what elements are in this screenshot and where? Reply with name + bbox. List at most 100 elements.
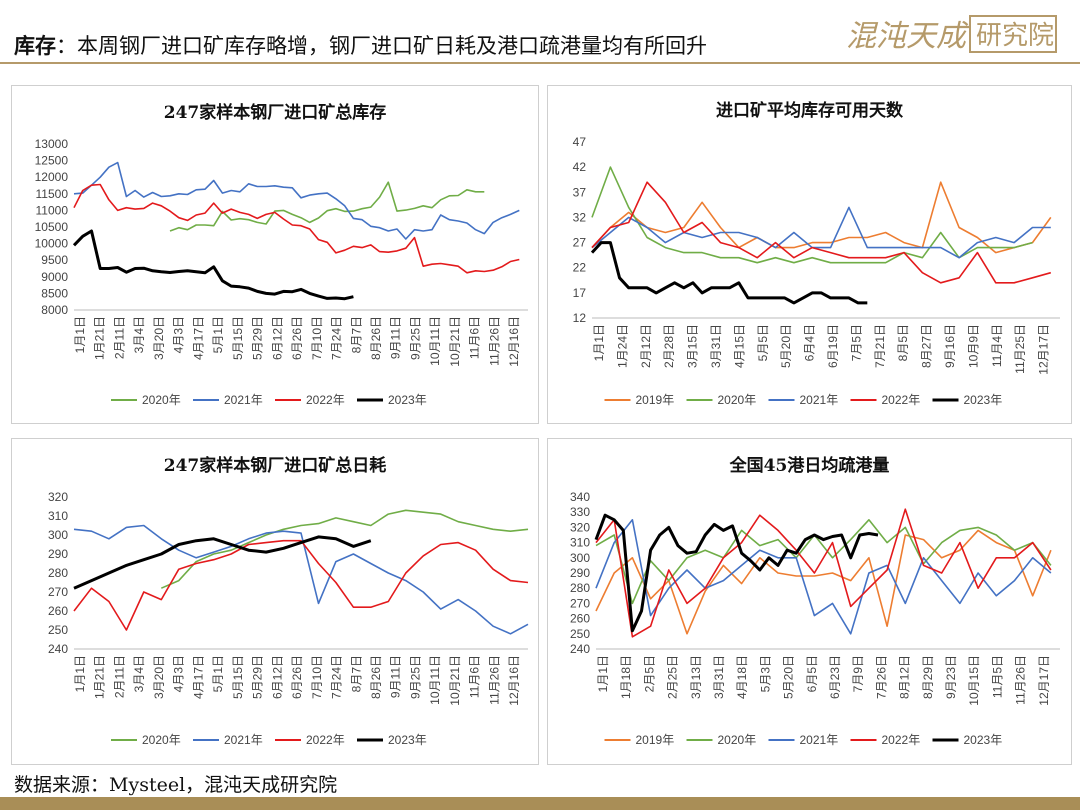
series-line-2023 — [72, 229, 354, 301]
x-tick-label: 5月1日 — [211, 316, 225, 353]
y-tick-label: 310 — [48, 509, 68, 523]
y-tick-label: 240 — [48, 642, 68, 656]
y-tick-label: 12 — [573, 311, 587, 325]
x-tick-label: 10月11日 — [428, 316, 442, 366]
legend-label: 2021年 — [800, 393, 839, 407]
y-tick-label: 11500 — [36, 187, 69, 201]
x-tick-label: 11月25日 — [1013, 324, 1027, 374]
y-tick-label: 310 — [570, 536, 590, 550]
legend-label: 2021年 — [224, 733, 263, 747]
y-tick-label: 270 — [570, 596, 590, 610]
y-tick-label: 290 — [48, 547, 68, 561]
x-tick-label: 5月29日 — [251, 655, 265, 699]
legend-label: 2023年 — [964, 733, 1003, 747]
x-tick-label: 3月4日 — [132, 316, 146, 353]
x-tick-label: 6月12日 — [270, 655, 284, 699]
series-line-2021 — [595, 519, 1052, 635]
y-tick-label: 9000 — [41, 270, 68, 284]
series-line-2023 — [590, 241, 868, 305]
x-tick-label: 5月20日 — [782, 655, 796, 699]
x-tick-label: 7月24日 — [330, 655, 344, 699]
legend-label: 2020年 — [142, 733, 181, 747]
y-tick-label: 27 — [573, 236, 587, 250]
y-tick-label: 320 — [570, 520, 590, 534]
x-tick-label: 4月3日 — [172, 316, 186, 353]
svg-text:混沌天成: 混沌天成 — [846, 19, 970, 54]
x-tick-label: 6月26日 — [290, 316, 304, 360]
x-tick-label: 6月12日 — [270, 316, 284, 360]
series-line-2019 — [591, 181, 1052, 254]
x-tick-label: 4月18日 — [735, 655, 749, 699]
x-tick-label: 3月4日 — [132, 655, 146, 692]
y-tick-label: 300 — [48, 528, 68, 542]
x-tick-label: 8月29日 — [921, 655, 935, 699]
legend-label: 2019年 — [636, 733, 675, 747]
legend-label: 2019年 — [636, 393, 675, 407]
x-tick-label: 10月21日 — [448, 316, 462, 367]
chart-title: 全国45港日均疏港量 — [729, 455, 890, 476]
x-tick-label: 10月9日 — [966, 324, 980, 368]
x-tick-label: 9月23日 — [944, 655, 958, 699]
y-tick-label: 280 — [48, 566, 68, 580]
y-tick-label: 8500 — [41, 286, 68, 300]
chart-title: 247家样本钢厂进口矿总库存 — [164, 102, 387, 123]
chart-title: 进口矿平均库存可用天数 — [716, 100, 904, 121]
y-tick-label: 10500 — [35, 220, 69, 234]
chart-panel-inventory: 247家样本钢厂进口矿总库存 8000 8500 9000 9500 10000 10500… — [11, 85, 539, 424]
x-tick-label: 8月12日 — [898, 655, 912, 699]
y-tick-label: 32 — [573, 210, 587, 224]
legend-label: 2022年 — [306, 733, 345, 747]
x-tick-label: 5月29日 — [251, 316, 265, 360]
x-tick-label: 12月17日 — [1037, 655, 1051, 706]
series-line-2021 — [591, 206, 1051, 259]
y-tick-label: 17 — [573, 286, 587, 300]
y-tick-label: 22 — [573, 261, 587, 275]
series-line-2020 — [169, 181, 485, 232]
x-tick-label: 7月10日 — [310, 316, 324, 360]
y-tick-label: 12500 — [35, 154, 69, 168]
series-line-2022 — [73, 539, 529, 631]
x-tick-label: 7月5日 — [849, 324, 863, 361]
x-tick-label: 5月3日 — [758, 655, 772, 692]
x-tick-label: 3月20日 — [152, 655, 166, 699]
series-line-2019 — [595, 529, 1052, 635]
x-tick-label: 2月25日 — [666, 655, 680, 699]
x-tick-label: 7月21日 — [873, 324, 887, 368]
chart-inventory: 247家样本钢厂进口矿总库存 8000 8500 9000 9500 10000 10500… — [35, 102, 528, 407]
x-tick-label: 1月24日 — [615, 324, 629, 368]
legend-label: 2022年 — [882, 733, 921, 747]
x-tick-label: 11月4日 — [990, 324, 1004, 367]
x-tick-label: 2月5日 — [642, 655, 656, 692]
y-tick-label: 12000 — [35, 170, 69, 184]
x-tick-label: 3月31日 — [712, 655, 726, 699]
footer-bar — [0, 797, 1080, 810]
x-tick-label: 7月26日 — [874, 655, 888, 699]
legend-label: 2020年 — [718, 733, 757, 747]
x-tick-label: 8月27日 — [920, 324, 934, 368]
svg-text:研究院: 研究院 — [976, 21, 1054, 51]
x-tick-label: 3月13日 — [689, 655, 703, 699]
y-tick-label: 250 — [570, 627, 590, 641]
y-tick-label: 11000 — [36, 203, 69, 217]
x-tick-label: 2月11日 — [112, 655, 126, 698]
x-tick-label: 1月1日 — [73, 655, 87, 692]
y-tick-label: 320 — [48, 490, 68, 504]
y-tick-label: 270 — [48, 585, 68, 599]
x-tick-label: 11月26日 — [1014, 655, 1028, 705]
x-tick-label: 5月20日 — [779, 324, 793, 368]
legend-label: 2023年 — [388, 733, 427, 747]
x-tick-label: 12月16日 — [507, 655, 521, 706]
x-tick-label: 10月15日 — [967, 655, 981, 706]
chart-consumption: 247家样本钢厂进口矿总日耗 240 250 260 270 280 290 300 310 32… — [48, 455, 529, 747]
x-tick-label: 8月26日 — [369, 655, 383, 699]
legend-label: 2021年 — [224, 393, 263, 407]
x-tick-label: 1月1日 — [596, 655, 610, 692]
x-tick-label: 9月16日 — [943, 324, 957, 368]
x-tick-label: 3月20日 — [152, 316, 166, 360]
x-tick-label: 9月11日 — [389, 655, 403, 698]
y-tick-label: 260 — [48, 604, 68, 618]
x-tick-label: 10月11日 — [428, 655, 442, 705]
y-tick-label: 340 — [570, 490, 590, 504]
x-tick-label: 1月21日 — [93, 316, 107, 360]
x-tick-label: 5月15日 — [231, 655, 245, 699]
